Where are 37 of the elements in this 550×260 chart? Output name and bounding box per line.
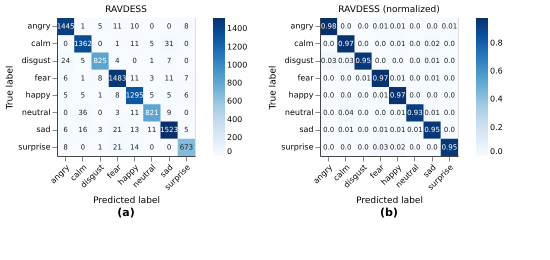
y-tick-label: sad	[36, 125, 50, 134]
color-bar-label: 1200	[227, 42, 248, 52]
y-tick-label: fear	[34, 73, 52, 82]
color-bar-label: 400	[227, 114, 242, 124]
color-bar-label: 600	[227, 96, 242, 106]
chart-title: RAVDESS	[105, 5, 148, 15]
y-tick-label: neutral	[284, 108, 314, 117]
color-bar-label: 0.8	[490, 38, 503, 48]
x-axis-title: Predicted label	[356, 196, 423, 206]
y-tick-label: disgust	[22, 56, 50, 66]
color-bar-label: 800	[227, 78, 242, 88]
y-tick-label: disgust	[284, 56, 314, 66]
text: (a)	[117, 206, 135, 219]
y-axis-title: True label	[268, 66, 278, 110]
x-axis-title: Predicted label	[93, 196, 160, 206]
y-tick-label: calm	[31, 38, 51, 48]
y-tick-label: angry	[290, 22, 314, 31]
y-tick-label: happy	[26, 90, 51, 100]
color-bar-label: 0.0	[490, 147, 503, 156]
chart-title: RAVDESS (normalized)	[338, 5, 440, 15]
text: (b)	[380, 206, 398, 219]
color-bar-label: 200	[227, 132, 242, 142]
color-bar-label: 0.4	[490, 94, 503, 104]
color-bar-label: 1000	[227, 60, 248, 70]
y-tick-label: happy	[288, 90, 314, 100]
y-tick-label: sad	[299, 125, 314, 134]
y-tick-label: surprise	[281, 142, 314, 152]
y-tick-label: angry	[27, 22, 51, 31]
color-bar-label: 0	[227, 147, 232, 156]
y-tick-label: calm	[294, 38, 314, 48]
y-tick-label: fear	[298, 73, 314, 82]
y-tick-label: surprise	[18, 142, 51, 152]
color-bar-label: 0.2	[490, 122, 503, 132]
y-tick-label: neutral	[22, 108, 50, 117]
y-axis-title: True label	[5, 66, 16, 110]
color-bar-label: 1400	[227, 24, 248, 34]
color-bar-label: 0.6	[490, 66, 503, 76]
